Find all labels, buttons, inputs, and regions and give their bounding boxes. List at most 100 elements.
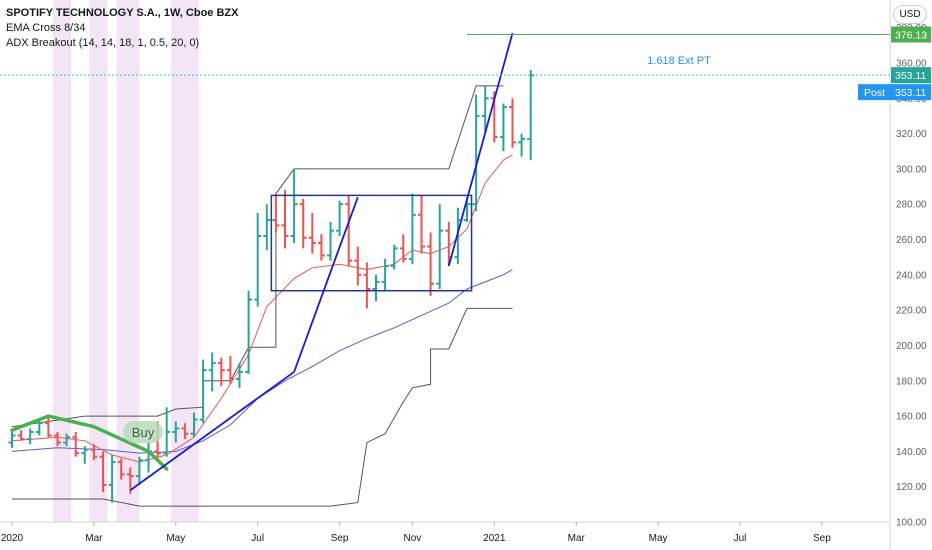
indicator-adx-breakout[interactable]: ADX Breakout (14, 14, 18, 1, 0.5, 20, 0)	[6, 37, 200, 49]
ohlc-bar	[381, 258, 389, 291]
highlight-band	[89, 0, 108, 522]
ohlc-bars	[8, 70, 535, 503]
highlight-bands	[52, 0, 199, 522]
ohlc-bar	[317, 234, 325, 261]
y-tick-label: 360.00	[896, 58, 927, 69]
target-annotation: 1.618 Ext PT	[647, 55, 711, 67]
indicator-lines	[11, 85, 513, 507]
y-tick-label: 260.00	[896, 235, 927, 246]
x-tick-label: Jul	[251, 533, 264, 544]
ohlc-bar	[372, 274, 380, 302]
ohlc-bar	[399, 234, 407, 263]
indicator-ema-cross[interactable]: EMA Cross 8/34	[6, 22, 86, 34]
green-trend-line	[10, 414, 169, 471]
symbol-title[interactable]: SPOTIFY TECHNOLOGY S.A., 1W, Cboe BZX	[6, 7, 239, 19]
y-tick-label: 220.00	[896, 306, 927, 317]
ohlc-bar	[499, 103, 507, 152]
ohlc-bar	[336, 200, 344, 236]
ohlc-bar	[199, 359, 207, 424]
ohlc-bar	[263, 204, 271, 251]
ohlc-bar	[354, 246, 362, 286]
y-tick-label: 240.00	[896, 270, 927, 281]
ohlc-bar	[418, 195, 425, 254]
chart-legend: SPOTIFY TECHNOLOGY S.A., 1W, Cboe BZX EM…	[6, 6, 238, 51]
ohlc-bar	[363, 262, 371, 309]
last-price-tag-bg	[891, 67, 931, 84]
ohlc-bar	[327, 221, 334, 261]
ohlc-bar	[518, 133, 526, 157]
ohlc-bar	[281, 190, 289, 249]
ohlc-bar	[208, 352, 216, 392]
ohlc-bar	[8, 431, 16, 448]
ohlc-bar	[54, 431, 61, 447]
ohlc-bar	[509, 98, 516, 148]
x-tick-label: Sep	[331, 533, 349, 544]
x-tick-label: 2020	[1, 533, 24, 544]
x-tick-label: Sep	[813, 533, 831, 544]
ohlc-bar	[190, 412, 198, 438]
y-tick-label: 300.00	[896, 164, 927, 175]
target-price-tag-bg	[891, 26, 931, 43]
highlight-band	[116, 0, 140, 522]
ema-slow-line	[11, 269, 513, 454]
ohlc-bar	[90, 444, 98, 461]
post-price-tag: 353.11	[895, 87, 926, 99]
ohlc-bar	[308, 213, 316, 254]
ohlc-bar	[390, 244, 398, 270]
ohlc-bar	[181, 423, 189, 440]
consolidation-box	[270, 194, 473, 292]
ohlc-bar	[408, 193, 416, 265]
ohlc-bar	[299, 198, 307, 249]
ohlc-bar	[81, 446, 89, 464]
target-price-tag: 376.13	[895, 29, 927, 41]
x-tick-label: Mar	[85, 533, 103, 544]
trend-line	[129, 371, 295, 491]
ohlc-bar	[217, 357, 225, 387]
x-tick-label: Nov	[404, 533, 422, 544]
ohlc-bar	[99, 451, 107, 492]
buy-marker[interactable]: Buy	[123, 421, 163, 443]
ohlc-bar	[35, 419, 43, 436]
ohlc-bar	[436, 204, 444, 289]
ohlc-bar	[63, 433, 71, 447]
post-label: Post	[864, 87, 885, 99]
ohlc-bar	[254, 213, 262, 307]
ohlc-bar	[117, 458, 125, 480]
y-tick-label: 280.00	[896, 200, 927, 211]
ohlc-bar	[245, 290, 253, 374]
x-tick-label: 2021	[483, 533, 506, 544]
ohlc-bar	[108, 454, 116, 503]
ohlc-bar	[527, 70, 535, 161]
ohlc-bar	[345, 195, 353, 266]
y-tick-label: 320.00	[896, 129, 927, 140]
ohlc-bar	[17, 430, 25, 441]
ohlc-bar	[26, 428, 34, 445]
y-tick-label: 120.00	[896, 482, 927, 493]
ohlc-bar	[427, 232, 435, 297]
ohlc-bar	[72, 431, 80, 457]
y-tick-label: 100.00	[896, 518, 927, 529]
ohlc-bar	[44, 416, 52, 438]
ohlc-bar	[135, 456, 143, 485]
price-tags: 376.13 353.11 Post 353.11	[858, 26, 931, 101]
last-price-tag: 353.11	[895, 70, 926, 82]
ohlc-bar	[172, 421, 180, 443]
highlight-band	[52, 0, 72, 522]
ohlc-bar	[163, 407, 171, 457]
x-tick-label: May	[649, 533, 668, 544]
y-tick-label: 140.00	[896, 447, 927, 458]
x-tick-label: Mar	[568, 533, 586, 544]
drawings	[0, 32, 890, 491]
post-tag-bg	[858, 84, 931, 101]
ohlc-bar	[481, 85, 489, 132]
ohlc-bar	[236, 363, 243, 388]
x-tick-label: Jul	[734, 533, 747, 544]
trend-line	[293, 196, 359, 373]
currency-button[interactable]: USD	[893, 5, 927, 24]
y-tick-label: 180.00	[896, 376, 927, 387]
ohlc-bar	[272, 193, 280, 233]
y-tick-label: 160.00	[896, 412, 927, 423]
channel-lower-line	[12, 307, 513, 507]
